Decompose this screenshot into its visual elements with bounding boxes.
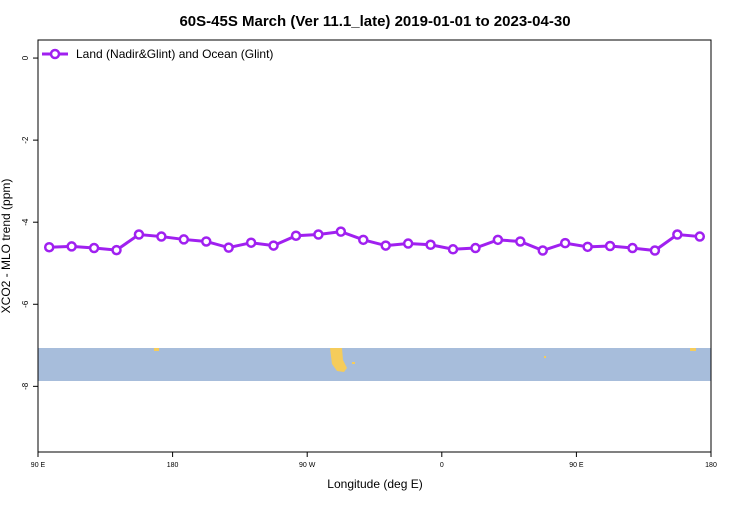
legend-label: Land (Nadir&Glint) and Ocean (Glint)	[76, 47, 273, 61]
ocean-band	[38, 348, 711, 381]
land-shape	[154, 348, 159, 351]
point	[156, 231, 167, 242]
x-tick-label: 90 E	[569, 462, 584, 469]
point	[111, 244, 122, 256]
point	[358, 234, 369, 246]
point	[492, 234, 504, 246]
point	[627, 242, 638, 254]
point	[133, 229, 145, 240]
x-tick-label: 0	[440, 462, 444, 469]
point	[672, 229, 683, 240]
land-shape	[330, 348, 347, 372]
y-tick-label: -2	[21, 136, 30, 144]
chart-title: 60S-45S March (Ver 11.1_late) 2019-01-01…	[179, 13, 570, 30]
point	[245, 237, 257, 248]
point	[66, 241, 77, 252]
point	[380, 240, 391, 251]
legend-marker	[49, 48, 61, 60]
land-shape	[544, 356, 546, 358]
land-shape	[352, 362, 355, 364]
point	[88, 242, 100, 254]
point	[43, 241, 55, 253]
point	[201, 236, 212, 247]
point	[582, 241, 593, 253]
plot-frame	[37, 39, 712, 453]
y-tick-label: -6	[21, 300, 30, 308]
point	[649, 245, 661, 256]
series-line	[49, 230, 700, 253]
point	[537, 245, 548, 256]
point	[335, 226, 347, 237]
point	[447, 244, 459, 255]
y-tick-label: 0	[21, 55, 30, 60]
point	[559, 237, 571, 249]
x-tick-label: 180	[705, 462, 717, 469]
point	[223, 242, 234, 253]
land-shape	[690, 348, 696, 351]
point	[604, 240, 616, 252]
x-tick-label: 90 W	[299, 462, 316, 469]
point	[268, 240, 279, 251]
y-tick-label: -8	[21, 382, 30, 390]
point	[313, 229, 324, 240]
y-tick-label: -4	[21, 218, 30, 226]
y-axis-label: XCO2 - MLO trend (ppm)	[0, 179, 13, 314]
point	[178, 234, 190, 245]
x-tick-label: 180	[167, 462, 179, 469]
x-tick-label: 90 E	[31, 462, 46, 469]
point	[694, 231, 706, 242]
point	[425, 239, 436, 251]
point	[290, 230, 302, 241]
point	[470, 242, 481, 254]
point	[402, 238, 414, 249]
x-axis-label: Longitude (deg E)	[327, 477, 422, 491]
map-strip	[38, 348, 711, 381]
point	[515, 236, 526, 247]
